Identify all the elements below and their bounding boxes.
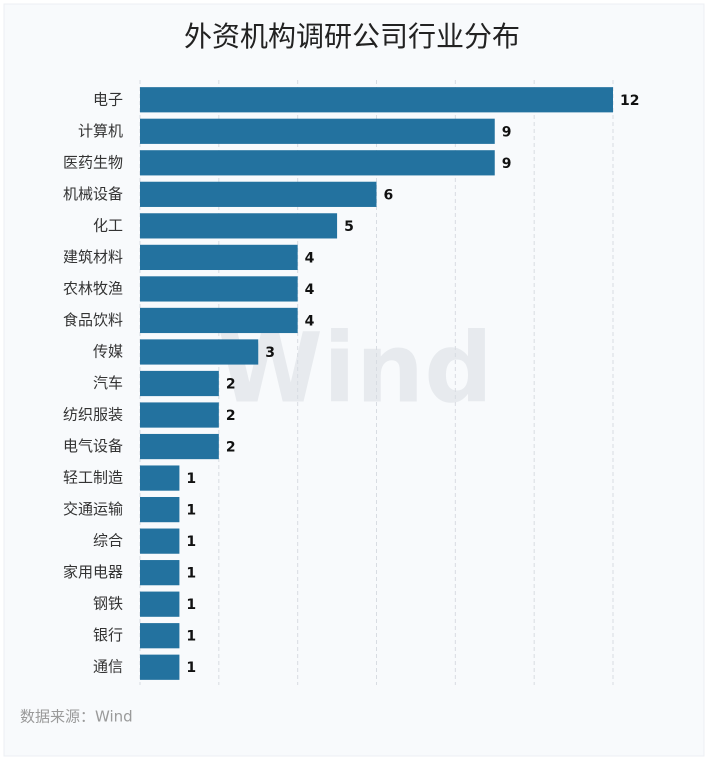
source-note: 数据来源：Wind xyxy=(20,708,133,726)
bar xyxy=(140,118,495,144)
bar xyxy=(140,150,495,176)
bar xyxy=(140,465,180,491)
y-tick-label: 建筑材料 xyxy=(63,248,123,266)
value-label: 2 xyxy=(226,408,236,424)
value-label: 1 xyxy=(186,471,196,487)
value-label: 1 xyxy=(186,597,196,613)
bar xyxy=(140,433,219,460)
bar xyxy=(140,307,298,334)
y-tick-label: 医药生物 xyxy=(63,153,123,171)
y-tick-label: 农林牧渔 xyxy=(63,279,123,297)
value-label: 1 xyxy=(186,629,196,645)
bar xyxy=(140,244,298,271)
y-tick-label: 电子 xyxy=(93,90,123,108)
bar xyxy=(140,181,377,207)
y-tick-label: 通信 xyxy=(93,658,123,676)
y-tick-label: 食品饮料 xyxy=(63,311,123,329)
bar xyxy=(140,87,613,113)
y-tick-label: 传媒 xyxy=(93,342,123,360)
y-tick-label: 家用电器 xyxy=(63,563,123,581)
bar xyxy=(140,213,338,239)
bar xyxy=(140,339,259,365)
bar xyxy=(140,560,180,586)
y-tick-label: 综合 xyxy=(93,532,123,550)
value-label: 4 xyxy=(305,313,315,329)
y-tick-label: 交通运输 xyxy=(63,500,123,518)
bar xyxy=(140,591,180,617)
value-label: 2 xyxy=(226,377,236,393)
y-tick-label: 钢铁 xyxy=(93,595,123,613)
y-tick-label: 计算机 xyxy=(78,122,123,140)
bar xyxy=(140,276,298,302)
chart-title: 外资机构调研公司行业分布 xyxy=(184,20,520,53)
value-label: 9 xyxy=(502,156,512,172)
y-tick-label: 汽车 xyxy=(93,374,123,392)
bar xyxy=(140,528,180,554)
y-tick-label: 电气设备 xyxy=(63,437,123,455)
bar xyxy=(140,654,180,680)
y-tick-label: 化工 xyxy=(93,216,123,234)
value-label: 12 xyxy=(620,93,639,109)
bar xyxy=(140,370,219,397)
value-label: 2 xyxy=(226,440,236,456)
y-tick-label: 银行 xyxy=(93,626,123,644)
bar xyxy=(140,402,219,428)
value-label: 1 xyxy=(186,660,196,676)
value-label: 6 xyxy=(384,187,394,203)
value-label: 9 xyxy=(502,124,512,140)
y-tick-label: 轻工制造 xyxy=(63,469,123,487)
value-label: 4 xyxy=(305,250,315,266)
y-tick-label: 机械设备 xyxy=(63,185,123,203)
bar xyxy=(140,496,180,523)
y-tick-label: 纺织服装 xyxy=(63,406,123,424)
value-label: 3 xyxy=(265,345,275,361)
value-label: 1 xyxy=(186,503,196,519)
bar xyxy=(140,623,180,649)
value-label: 4 xyxy=(305,282,315,298)
value-label: 1 xyxy=(186,566,196,582)
value-label: 1 xyxy=(186,534,196,550)
value-label: 5 xyxy=(344,219,354,235)
